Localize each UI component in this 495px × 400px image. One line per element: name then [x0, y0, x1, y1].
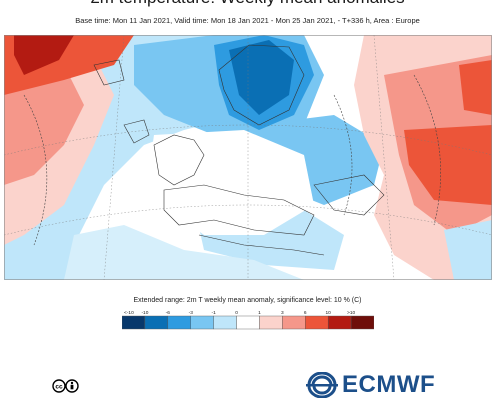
legend-swatch — [122, 315, 146, 330]
ecmwf-globe-icon — [306, 372, 338, 398]
map-subtitle: Base time: Mon 11 Jan 2021, Valid time: … — [75, 16, 420, 25]
anomaly-region-warm-greenland — [14, 35, 74, 75]
ecmwf-wordmark: ECMWF — [342, 371, 436, 398]
legend-label: 0 — [235, 310, 238, 316]
graticule — [4, 35, 492, 280]
legend-swatch — [259, 315, 283, 330]
creative-commons-by-icon: cc — [52, 379, 79, 393]
legend-swatch — [236, 315, 260, 330]
legend-label: -1 — [212, 310, 217, 316]
anomaly-map — [4, 35, 492, 280]
legend-label: 10 — [326, 310, 332, 316]
anomaly-region-warm-russia — [404, 125, 492, 205]
anomaly-region-hot-russia — [459, 60, 492, 115]
ecmwf-logo: ECMWF — [305, 371, 435, 399]
significance-contours — [23, 74, 441, 246]
legend-swatch — [213, 315, 237, 330]
legend-title: Extended range: 2m T weekly mean anomaly… — [133, 297, 362, 304]
anomaly-region-neutral-europe — [149, 130, 314, 235]
legend-swatch — [327, 315, 352, 330]
legend-label: 1 — [258, 310, 261, 316]
legend-label: -3 — [189, 310, 194, 316]
legend-label: -10 — [141, 310, 148, 316]
legend-swatch — [282, 315, 306, 330]
coastlines — [93, 44, 385, 256]
legend-swatch — [190, 315, 214, 330]
legend-swatch — [305, 315, 329, 330]
legend-label: <-10 — [124, 310, 134, 316]
svg-text:cc: cc — [55, 384, 63, 391]
anomaly-region-light-blue — [64, 225, 304, 280]
legend-label: >10 — [347, 310, 355, 316]
legend-swatch — [144, 315, 169, 330]
anomaly-region-cool-patch — [444, 220, 492, 280]
map-frame — [4, 35, 492, 280]
legend-label: 3 — [281, 310, 284, 316]
color-legend: <-10 -10 -6 -3 -1 0 1 3 6 10 >10 — [122, 310, 374, 330]
legend-swatch — [350, 315, 374, 330]
anomaly-region-cold-scandinavia — [229, 40, 294, 115]
legend-label: 6 — [304, 310, 307, 316]
legend-swatch — [167, 315, 191, 330]
map-title: 2m temperature: Weekly mean anomalies — [0, 0, 495, 8]
legend-label: -6 — [166, 310, 171, 316]
